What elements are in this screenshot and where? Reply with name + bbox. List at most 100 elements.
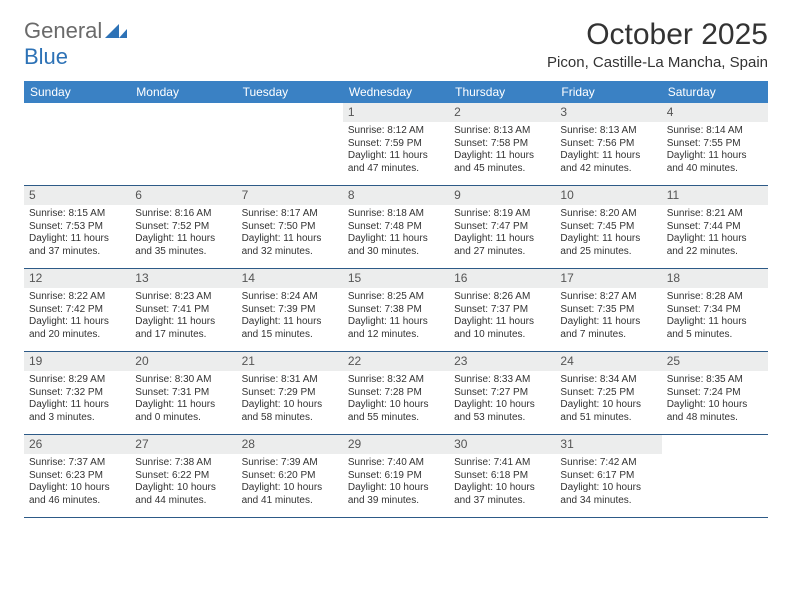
sunrise-text: Sunrise: 8:29 AM xyxy=(29,374,125,387)
daylight-text: Daylight: 10 hours and 46 minutes. xyxy=(29,482,125,507)
sunset-text: Sunset: 7:31 PM xyxy=(135,387,231,400)
sunrise-text: Sunrise: 8:13 AM xyxy=(560,125,656,138)
day-cell: 19Sunrise: 8:29 AMSunset: 7:32 PMDayligh… xyxy=(24,352,130,434)
day-cell: 2Sunrise: 8:13 AMSunset: 7:58 PMDaylight… xyxy=(449,103,555,185)
day-content: Sunrise: 8:34 AMSunset: 7:25 PMDaylight:… xyxy=(555,371,661,429)
day-content: Sunrise: 8:14 AMSunset: 7:55 PMDaylight:… xyxy=(662,122,768,180)
sunrise-text: Sunrise: 8:25 AM xyxy=(348,291,444,304)
day-content: Sunrise: 8:30 AMSunset: 7:31 PMDaylight:… xyxy=(130,371,236,429)
day-cell: 20Sunrise: 8:30 AMSunset: 7:31 PMDayligh… xyxy=(130,352,236,434)
day-number: 9 xyxy=(449,186,555,205)
day-number: 4 xyxy=(662,103,768,122)
sunrise-text: Sunrise: 8:32 AM xyxy=(348,374,444,387)
sunrise-text: Sunrise: 7:41 AM xyxy=(454,457,550,470)
sunrise-text: Sunrise: 8:33 AM xyxy=(454,374,550,387)
day-content: Sunrise: 8:27 AMSunset: 7:35 PMDaylight:… xyxy=(555,288,661,346)
daylight-text: Daylight: 10 hours and 48 minutes. xyxy=(667,399,763,424)
day-content: Sunrise: 8:20 AMSunset: 7:45 PMDaylight:… xyxy=(555,205,661,263)
day-content: Sunrise: 8:29 AMSunset: 7:32 PMDaylight:… xyxy=(24,371,130,429)
daylight-text: Daylight: 11 hours and 5 minutes. xyxy=(667,316,763,341)
day-content: Sunrise: 7:39 AMSunset: 6:20 PMDaylight:… xyxy=(237,454,343,512)
sunrise-text: Sunrise: 8:20 AM xyxy=(560,208,656,221)
day-cell: 12Sunrise: 8:22 AMSunset: 7:42 PMDayligh… xyxy=(24,269,130,351)
daylight-text: Daylight: 11 hours and 37 minutes. xyxy=(29,233,125,258)
day-cell: 28Sunrise: 7:39 AMSunset: 6:20 PMDayligh… xyxy=(237,435,343,517)
daylight-text: Daylight: 10 hours and 55 minutes. xyxy=(348,399,444,424)
day-cell: 13Sunrise: 8:23 AMSunset: 7:41 PMDayligh… xyxy=(130,269,236,351)
daylight-text: Daylight: 11 hours and 40 minutes. xyxy=(667,150,763,175)
day-number: 19 xyxy=(24,352,130,371)
day-number: 1 xyxy=(343,103,449,122)
daylight-text: Daylight: 11 hours and 32 minutes. xyxy=(242,233,338,258)
day-content: Sunrise: 8:33 AMSunset: 7:27 PMDaylight:… xyxy=(449,371,555,429)
daylight-text: Daylight: 10 hours and 34 minutes. xyxy=(560,482,656,507)
day-cell: 4Sunrise: 8:14 AMSunset: 7:55 PMDaylight… xyxy=(662,103,768,185)
sunrise-text: Sunrise: 8:12 AM xyxy=(348,125,444,138)
day-cell xyxy=(24,103,130,185)
sunset-text: Sunset: 7:45 PM xyxy=(560,221,656,234)
sunrise-text: Sunrise: 8:21 AM xyxy=(667,208,763,221)
day-cell: 31Sunrise: 7:42 AMSunset: 6:17 PMDayligh… xyxy=(555,435,661,517)
day-content: Sunrise: 7:42 AMSunset: 6:17 PMDaylight:… xyxy=(555,454,661,512)
sunset-text: Sunset: 7:25 PM xyxy=(560,387,656,400)
day-cell: 6Sunrise: 8:16 AMSunset: 7:52 PMDaylight… xyxy=(130,186,236,268)
day-cell: 27Sunrise: 7:38 AMSunset: 6:22 PMDayligh… xyxy=(130,435,236,517)
day-number: 31 xyxy=(555,435,661,454)
sunset-text: Sunset: 7:44 PM xyxy=(667,221,763,234)
day-cell: 10Sunrise: 8:20 AMSunset: 7:45 PMDayligh… xyxy=(555,186,661,268)
day-cell: 1 Sunrise: 8:12 AMSunset: 7:59 PMDaylight… xyxy=(343,103,449,185)
day-content: Sunrise: 8:15 AMSunset: 7:53 PMDaylight:… xyxy=(24,205,130,263)
daylight-text: Daylight: 11 hours and 47 minutes. xyxy=(348,150,444,175)
sunrise-text: Sunrise: 7:38 AM xyxy=(135,457,231,470)
day-number: 28 xyxy=(237,435,343,454)
day-content: Sunrise: 7:41 AMSunset: 6:18 PMDaylight:… xyxy=(449,454,555,512)
daylight-text: Daylight: 11 hours and 10 minutes. xyxy=(454,316,550,341)
dow-sunday: Sunday xyxy=(24,81,130,103)
day-cell: 5Sunrise: 8:15 AMSunset: 7:53 PMDaylight… xyxy=(24,186,130,268)
day-cell: 15Sunrise: 8:25 AMSunset: 7:38 PMDayligh… xyxy=(343,269,449,351)
daylight-text: Daylight: 11 hours and 45 minutes. xyxy=(454,150,550,175)
day-cell: 26Sunrise: 7:37 AMSunset: 6:23 PMDayligh… xyxy=(24,435,130,517)
day-number: 29 xyxy=(343,435,449,454)
sunset-text: Sunset: 6:23 PM xyxy=(29,470,125,483)
sunrise-text: Sunrise: 8:34 AM xyxy=(560,374,656,387)
sunset-text: Sunset: 7:55 PM xyxy=(667,138,763,151)
sunrise-text: Sunrise: 8:23 AM xyxy=(135,291,231,304)
day-number: 10 xyxy=(555,186,661,205)
day-number: 3 xyxy=(555,103,661,122)
sunset-text: Sunset: 7:34 PM xyxy=(667,304,763,317)
sunset-text: Sunset: 7:59 PM xyxy=(348,138,444,151)
sunrise-text: Sunrise: 8:31 AM xyxy=(242,374,338,387)
day-number: 6 xyxy=(130,186,236,205)
daylight-text: Daylight: 11 hours and 35 minutes. xyxy=(135,233,231,258)
day-number: 24 xyxy=(555,352,661,371)
calendar-grid: Sunday Monday Tuesday Wednesday Thursday… xyxy=(24,81,768,518)
day-cell xyxy=(662,435,768,517)
day-cell: 8Sunrise: 8:18 AMSunset: 7:48 PMDaylight… xyxy=(343,186,449,268)
day-number: 16 xyxy=(449,269,555,288)
day-content: Sunrise: 7:40 AMSunset: 6:19 PMDaylight:… xyxy=(343,454,449,512)
weeks-container: 1Sunrise: 8:12 AMSunset: 7:59 PMDaylight… xyxy=(24,103,768,518)
daylight-text: Daylight: 11 hours and 7 minutes. xyxy=(560,316,656,341)
day-cell: 23Sunrise: 8:33 AMSunset: 7:27 PMDayligh… xyxy=(449,352,555,434)
day-content: Sunrise: 8:21 AMSunset: 7:44 PMDaylight:… xyxy=(662,205,768,263)
sunset-text: Sunset: 6:18 PM xyxy=(454,470,550,483)
brand-word-2: Blue xyxy=(24,44,68,69)
brand-word-1: General xyxy=(24,18,102,43)
day-content: Sunrise: 8:22 AMSunset: 7:42 PMDaylight:… xyxy=(24,288,130,346)
daylight-text: Daylight: 10 hours and 53 minutes. xyxy=(454,399,550,424)
sunrise-text: Sunrise: 7:40 AM xyxy=(348,457,444,470)
day-cell: 7Sunrise: 8:17 AMSunset: 7:50 PMDaylight… xyxy=(237,186,343,268)
day-cell: 30Sunrise: 7:41 AMSunset: 6:18 PMDayligh… xyxy=(449,435,555,517)
day-cell: 29Sunrise: 7:40 AMSunset: 6:19 PMDayligh… xyxy=(343,435,449,517)
day-cell: 16Sunrise: 8:26 AMSunset: 7:37 PMDayligh… xyxy=(449,269,555,351)
daylight-text: Daylight: 11 hours and 20 minutes. xyxy=(29,316,125,341)
dow-monday: Monday xyxy=(130,81,236,103)
day-content: Sunrise: 8:31 AMSunset: 7:29 PMDaylight:… xyxy=(237,371,343,429)
brand-logo: General Blue xyxy=(24,18,127,70)
sunrise-text: Sunrise: 8:27 AM xyxy=(560,291,656,304)
day-number: 15 xyxy=(343,269,449,288)
sunrise-text: Sunrise: 8:35 AM xyxy=(667,374,763,387)
sunset-text: Sunset: 6:19 PM xyxy=(348,470,444,483)
sunrise-text: Sunrise: 8:30 AM xyxy=(135,374,231,387)
